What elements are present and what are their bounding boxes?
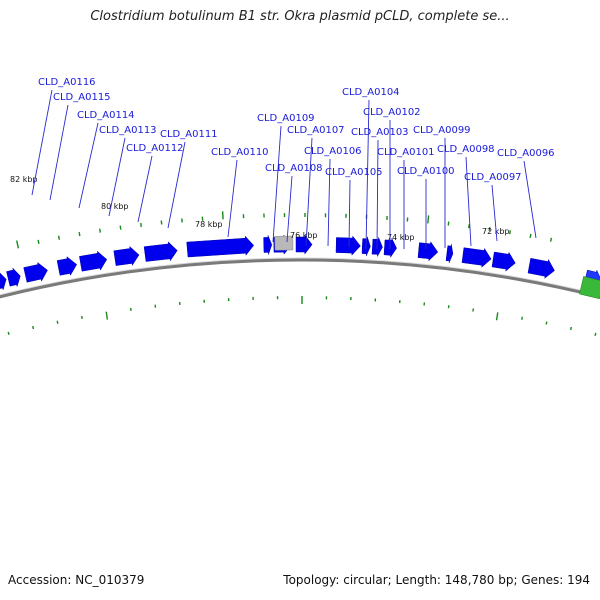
gene-arrow — [491, 251, 516, 272]
tick-mark-inner — [105, 311, 109, 320]
tick-mark-outer — [488, 226, 491, 232]
tick-label: 76 kbp — [290, 231, 318, 240]
map-title: Clostridium botulinum B1 str. Okra plasm… — [90, 9, 510, 24]
tick-mark-inner — [472, 308, 475, 312]
gene-arrow — [56, 256, 78, 277]
gene-leader-line — [137, 155, 153, 223]
gene-arrow — [143, 241, 178, 262]
tick-mark-outer — [509, 230, 511, 235]
gene-leader-line — [465, 156, 472, 247]
tick-mark-inner — [129, 307, 132, 312]
gene-label: CLD_A0102 — [363, 107, 421, 118]
tick-mark-inner — [32, 325, 35, 330]
tick-label: 74 kbp — [387, 233, 415, 242]
tick-mark-outer — [427, 215, 430, 224]
tick-mark-inner — [81, 315, 83, 320]
gene-leader-line — [348, 179, 351, 248]
tick-mark-outer — [221, 211, 224, 220]
gene-label: CLD_A0113 — [99, 125, 157, 136]
gene-arrow — [527, 258, 555, 279]
tick-mark-inner — [7, 331, 10, 335]
tick-mark-outer — [16, 240, 20, 249]
gene-label: CLD_A0107 — [287, 125, 345, 136]
gene-label: CLD_A0103 — [351, 127, 409, 138]
gene-leader-line — [108, 137, 126, 217]
gene-arrow — [0, 272, 7, 291]
gene-label: CLD_A0104 — [342, 87, 400, 98]
tick-mark-outer — [549, 237, 553, 242]
gene-leader-line — [49, 104, 69, 201]
gene-label: CLD_A0111 — [160, 129, 218, 140]
tick-mark-inner — [495, 312, 499, 321]
gene-leader-line — [272, 125, 282, 243]
tick-mark-outer — [99, 228, 101, 233]
gene-leader-line — [376, 139, 379, 250]
gene-leader-line — [227, 159, 238, 238]
gene-label: CLD_A0109 — [257, 113, 315, 124]
tick-mark-inner — [545, 321, 548, 325]
tick-mark-inner — [56, 320, 59, 324]
tick-label: 78 kbp — [195, 220, 223, 229]
gene-label: CLD_A0110 — [211, 147, 269, 158]
gene-leader-line — [305, 137, 313, 247]
tick-label: 82 kbp — [10, 175, 38, 184]
gene-label: CLD_A0112 — [126, 143, 184, 154]
gene-arrow — [23, 261, 48, 283]
tick-mark-inner — [569, 326, 572, 331]
gene-label: CLD_A0096 — [497, 148, 555, 159]
tick-label: 80 kbp — [101, 202, 129, 211]
gene-leader-line — [78, 122, 99, 209]
tick-mark-outer — [37, 239, 40, 244]
gene-leader-line — [365, 99, 370, 250]
gene-leader-line — [286, 175, 293, 243]
gene-arrow — [417, 241, 439, 262]
gene-arrow — [295, 234, 313, 255]
gene-label: CLD_A0115 — [53, 92, 111, 103]
tick-mark-outer — [119, 225, 122, 230]
gene-label: CLD_A0108 — [265, 163, 323, 174]
gene-leader-line — [31, 89, 53, 196]
gene-label: CLD_A0100 — [397, 166, 455, 177]
tick-mark-outer — [57, 235, 61, 240]
gene-arrow — [79, 250, 108, 272]
gene-label: CLD_A0105 — [325, 167, 383, 178]
tick-mark-inner — [594, 332, 597, 336]
tick-mark-outer — [78, 231, 81, 237]
gene-label: CLD_A0097 — [464, 172, 522, 183]
tick-mark-outer — [468, 224, 470, 229]
tick-mark-inner — [521, 316, 523, 320]
gene-label: CLD_A0116 — [38, 77, 96, 88]
gene-label: CLD_A0098 — [437, 144, 495, 155]
gene-leader-line — [491, 184, 498, 242]
gene-arrow — [335, 235, 361, 256]
genome-summary-text: Topology: circular; Length: 148,780 bp; … — [283, 573, 590, 587]
backbone-circle — [0, 258, 600, 299]
gene-label: CLD_A0101 — [377, 147, 435, 158]
tick-mark-outer — [529, 233, 532, 238]
gene-label: CLD_A0099 — [413, 125, 471, 136]
gene-label: CLD_A0114 — [77, 110, 135, 121]
gene-leader-line — [327, 158, 331, 247]
gene-label: CLD_A0106 — [304, 146, 362, 157]
gene-arrow — [186, 235, 255, 258]
gene-box-unknown — [274, 235, 294, 251]
gene-leader-line — [167, 141, 186, 229]
gene-arrow — [113, 245, 140, 266]
gene-arrow — [461, 247, 492, 268]
gene-arrow — [445, 244, 454, 263]
gene-arrow — [263, 235, 273, 255]
gene-leader-line — [523, 160, 537, 239]
gene-box-other — [579, 276, 600, 300]
gene-arrow — [6, 267, 21, 288]
accession-text: Accession: NC_010379 — [8, 573, 145, 587]
